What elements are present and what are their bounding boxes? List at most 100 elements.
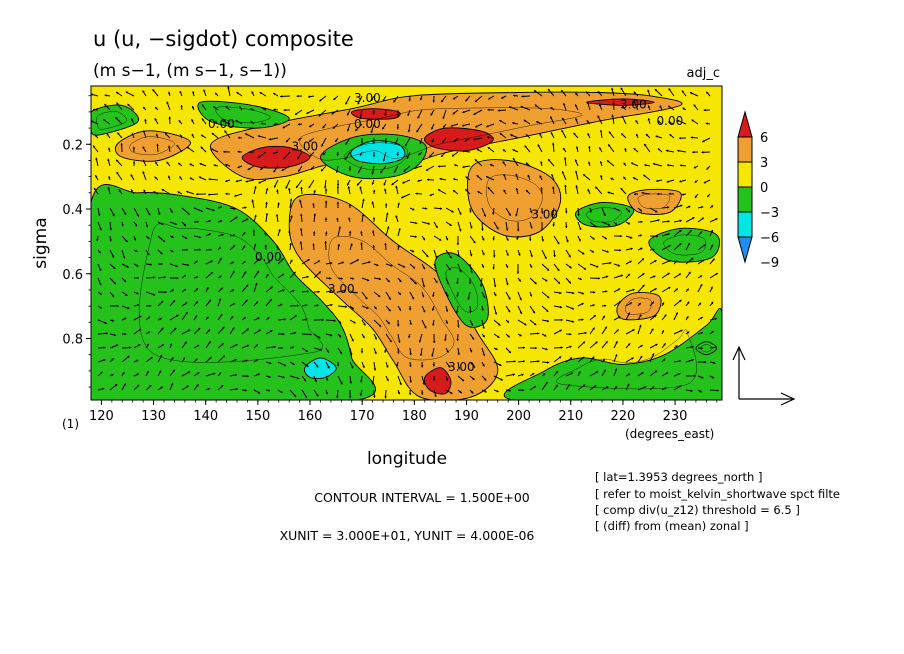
vector-arrow-head [522, 346, 525, 349]
vector-arrow-head [378, 277, 381, 281]
vector-arrow-head [274, 185, 277, 188]
contour-line [699, 344, 713, 353]
vector-arrow-head [273, 93, 276, 96]
vector-arrow-head [446, 294, 449, 297]
vector-arrow-head [705, 122, 708, 125]
vector-arrow-head [237, 165, 240, 169]
vector-arrow-head [639, 234, 642, 237]
vector-arrow-head [126, 265, 129, 268]
vector-arrow-head [309, 139, 312, 142]
vector-arrow-head [160, 252, 163, 255]
vector-arrow-head [171, 250, 174, 253]
vector-arrow-head [142, 171, 145, 174]
vector-arrow-head [520, 105, 524, 109]
vector-arrow-head [573, 132, 576, 136]
vector-arrow-head [307, 259, 310, 262]
vector-arrow-head [222, 355, 225, 358]
vector-arrow-head [325, 378, 329, 381]
vector-arrow-head [296, 94, 299, 98]
vector-arrow-head [397, 245, 400, 248]
vector-arrow-head [225, 106, 228, 109]
vector-arrow-head [575, 185, 578, 188]
vector-arrow-head [588, 146, 591, 149]
vector-arrow-head [524, 145, 527, 148]
vector-arrow-head [143, 107, 146, 110]
vector-arrow-head [309, 124, 312, 128]
vector-arrow-head [285, 186, 288, 189]
vector-arrow-head [584, 331, 587, 335]
vector-arrow-head [350, 243, 353, 246]
vector-arrow-head [257, 317, 260, 320]
vector-arrow-head [695, 195, 698, 198]
vector-arrow-head [619, 249, 622, 252]
vector-arrow-head [336, 153, 339, 156]
vector-arrow-head [435, 255, 438, 259]
vector-arrow-head [162, 239, 165, 242]
vector-arrow-head [439, 207, 442, 210]
x-axis-ticks: 120 130 140 150 160 170 180 190 200 210 220 230 [89, 400, 718, 424]
vector-arrow-head [403, 169, 406, 172]
vector-arrow-head [99, 292, 102, 295]
vector-arrow-head [306, 290, 309, 293]
vector-arrow-head [172, 300, 175, 303]
vector-arrow-head [537, 332, 540, 335]
vector-arrow-head [143, 189, 146, 193]
vector-arrow-head [630, 247, 633, 251]
vector-arrow-head [627, 209, 630, 213]
vector-arrow-head [317, 260, 320, 263]
vector-arrow-head [710, 286, 713, 289]
vector-arrow-head [487, 108, 490, 112]
vector-arrow-head [95, 175, 98, 178]
vector-arrow-head [474, 159, 478, 162]
vector-arrow-head [651, 386, 655, 389]
vector-arrow-head [136, 304, 140, 307]
vector-arrow-head [273, 345, 276, 349]
vector-arrow-head [663, 343, 666, 346]
vector-arrow-head [452, 112, 455, 115]
vector-arrow-head [282, 289, 285, 292]
vector-arrow-head [681, 193, 684, 196]
vector-arrow-head [546, 319, 550, 323]
vector-arrow-head [111, 294, 114, 297]
vector-arrow-head [362, 335, 365, 339]
vector-arrow-head [623, 176, 626, 180]
vector-arrow-head [419, 353, 423, 356]
vector-arrow-head [551, 213, 555, 217]
vector-arrow-head [187, 329, 191, 332]
vector-arrow-head [235, 120, 239, 123]
vector-arrow-head [699, 231, 702, 234]
vector-arrow-head [550, 107, 553, 110]
vector-arrow-head [578, 371, 581, 374]
vector-arrow-head [197, 328, 201, 331]
vector-arrow-head [516, 237, 519, 240]
vector-arrow-head [321, 318, 324, 322]
vector-arrow-head [539, 133, 542, 136]
vector-arrow-head [629, 236, 633, 239]
vector-arrow-head [371, 98, 374, 101]
vector-arrow-head [525, 134, 529, 137]
vector-arrow-head [534, 104, 538, 107]
vector-arrow-head [526, 190, 529, 193]
vector-arrow-head [593, 315, 596, 318]
vector-arrow-head [679, 299, 682, 303]
vector-arrow-head [647, 105, 651, 108]
vector-arrow-head [432, 308, 435, 311]
vector-arrow-head [540, 228, 544, 231]
vector-arrow-head [706, 91, 709, 95]
vector-arrow-head [133, 238, 137, 241]
vector-arrow-head [620, 234, 622, 238]
vector-arrow-head [96, 238, 99, 241]
reference-arrow-horizontal-head [780, 392, 796, 406]
vector-arrow-head [699, 275, 703, 278]
vector-arrow-head [232, 234, 236, 237]
vector-arrow-head [668, 192, 671, 196]
vector-arrow-head [430, 113, 433, 116]
vector-arrow-head [517, 229, 520, 232]
vector-arrow-head [446, 350, 449, 353]
vector-arrow-head [473, 112, 476, 115]
vector-arrow-head [232, 270, 235, 274]
vector-arrow-head [631, 357, 634, 360]
vector-arrow-head [481, 308, 484, 311]
vector-arrow-head [680, 204, 683, 207]
vector-arrow-head [399, 279, 402, 282]
